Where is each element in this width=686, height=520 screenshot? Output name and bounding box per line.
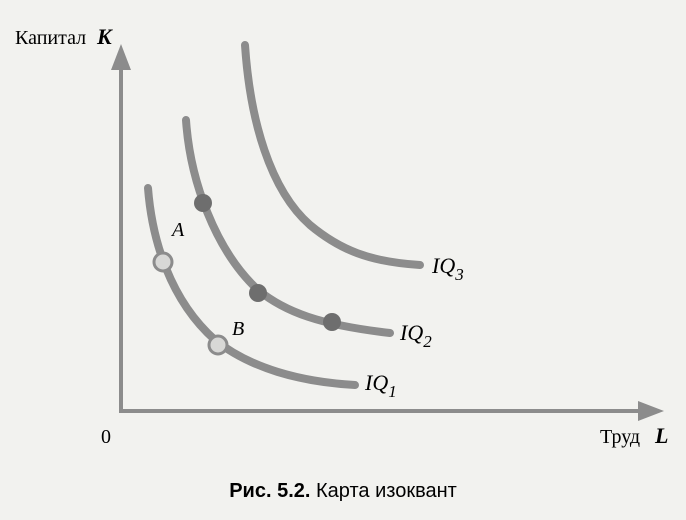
curve-label: IQ1 [364, 370, 397, 401]
y-label: Капитал [15, 27, 86, 49]
x-label: Труд [600, 426, 640, 448]
caption: Рис. 5.2. Карта изоквант [229, 480, 457, 502]
x-symbol: L [654, 423, 668, 448]
curve-name: IQ [364, 370, 388, 395]
y-symbol: K [96, 24, 113, 49]
caption-number: Рис. 5.2. [229, 480, 310, 502]
point-label: B [232, 318, 244, 340]
curve-name: IQ [431, 253, 455, 278]
curve-index: 1 [388, 382, 397, 401]
dot [249, 284, 267, 302]
curve-name: IQ [399, 320, 423, 345]
origin: 0 [101, 426, 111, 448]
dot [323, 313, 341, 331]
curve-label: IQ3 [431, 253, 464, 284]
curve-index: 2 [423, 332, 432, 351]
point-b [207, 334, 229, 356]
curve-label: IQ2 [399, 320, 432, 351]
isoquant-3 [241, 41, 424, 269]
curve-index: 3 [454, 265, 464, 284]
point-a [152, 251, 174, 273]
point-label: A [170, 219, 185, 241]
y-arrow [111, 44, 131, 70]
dot [194, 194, 212, 212]
x-arrow [638, 401, 664, 421]
caption-title: Карта изоквант [316, 480, 457, 502]
